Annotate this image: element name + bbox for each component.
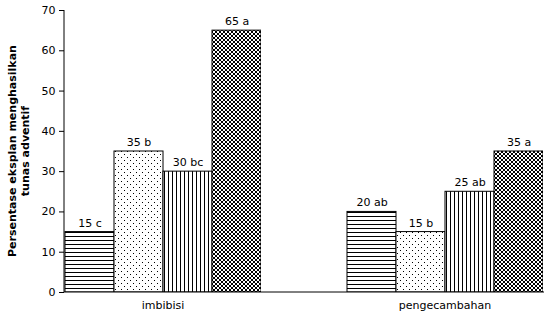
svg-text:25 ab: 25 ab: [454, 176, 485, 189]
svg-text:15 b: 15 b: [409, 217, 433, 230]
svg-text:30 bc: 30 bc: [173, 156, 204, 169]
svg-text:Persentase eksplan menghasilka: Persentase eksplan menghasilkantunas adv…: [6, 45, 32, 257]
svg-text:20: 20: [42, 205, 56, 218]
svg-text:imbibisi: imbibisi: [142, 299, 185, 312]
svg-text:pengecambahan: pengecambahan: [399, 299, 491, 312]
svg-text:65 a: 65 a: [225, 15, 249, 28]
svg-text:0: 0: [49, 286, 56, 299]
svg-text:70: 70: [42, 4, 56, 17]
svg-text:30: 30: [42, 165, 56, 178]
svg-text:15 c: 15 c: [78, 217, 102, 230]
svg-text:35 b: 35 b: [127, 136, 151, 149]
svg-text:40: 40: [42, 125, 56, 138]
svg-text:35 a: 35 a: [507, 136, 531, 149]
svg-text:10: 10: [42, 246, 56, 259]
svg-text:50: 50: [42, 85, 56, 98]
svg-text:20 ab: 20 ab: [356, 196, 387, 209]
svg-text:60: 60: [42, 44, 56, 57]
